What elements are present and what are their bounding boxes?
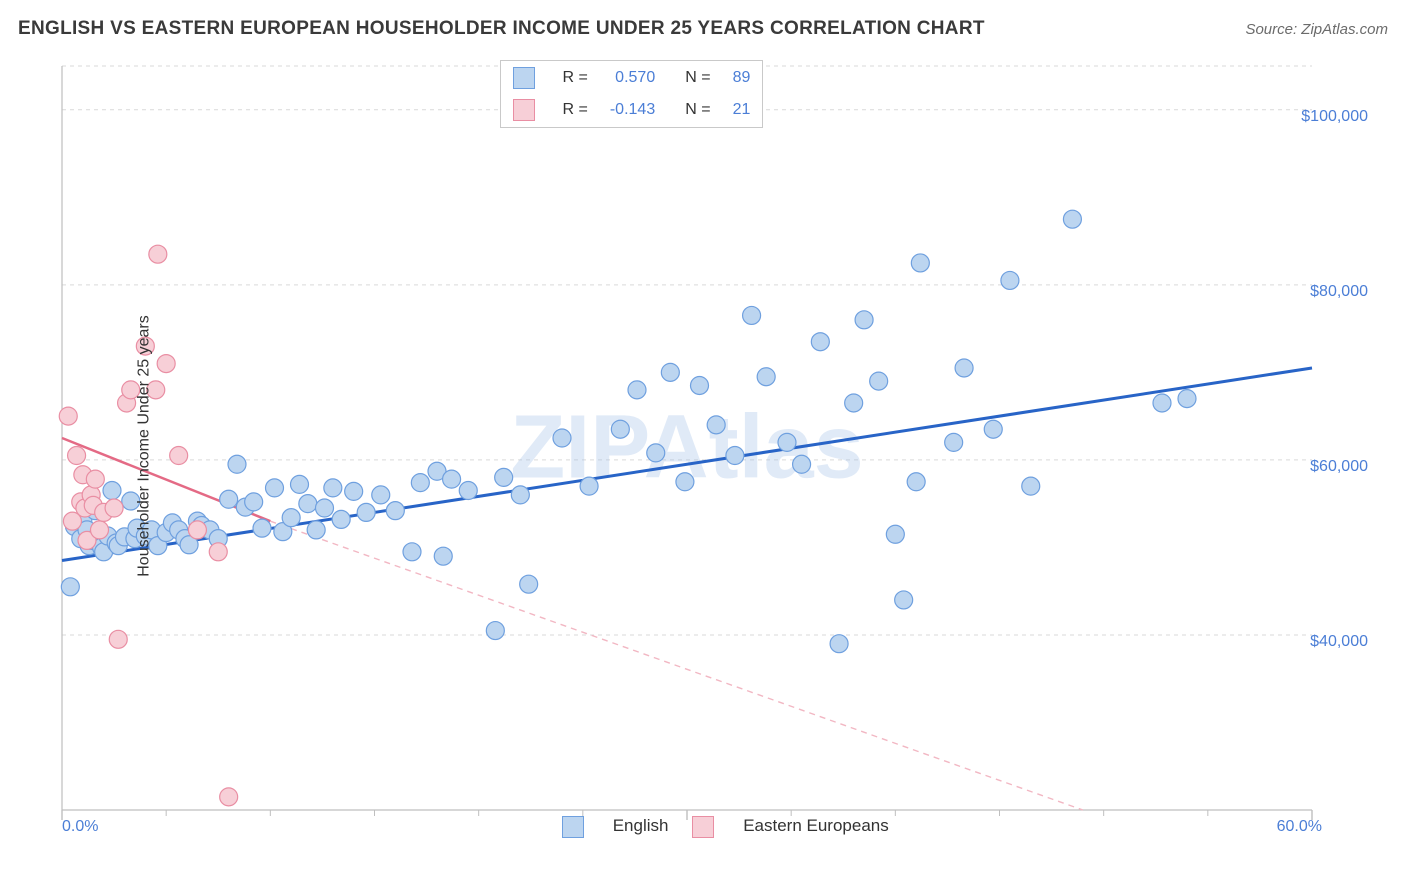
legend-swatch — [692, 816, 714, 838]
data-point — [793, 455, 811, 473]
data-point — [553, 429, 571, 447]
data-point — [870, 372, 888, 390]
data-point — [459, 482, 477, 500]
data-point — [220, 490, 238, 508]
source-attribution: Source: ZipAtlas.com — [1245, 21, 1388, 38]
x-max-label: 60.0% — [1277, 818, 1322, 836]
data-point — [228, 455, 246, 473]
data-point — [778, 433, 796, 451]
data-point — [91, 521, 109, 539]
data-point — [691, 376, 709, 394]
legend-item: Eastern Europeans — [692, 816, 888, 835]
data-point — [443, 470, 461, 488]
data-point — [1022, 477, 1040, 495]
data-point — [811, 333, 829, 351]
data-point — [316, 499, 334, 517]
correlation-legend: R =0.570 N =89 R =-0.143 N =21 — [500, 60, 764, 128]
data-point — [945, 433, 963, 451]
data-point — [845, 394, 863, 412]
data-point — [757, 368, 775, 386]
data-point — [188, 521, 206, 539]
data-point — [411, 474, 429, 492]
y-axis-label: Householder Income Under 25 years — [136, 315, 154, 576]
r-value: -0.143 — [600, 95, 665, 125]
data-point — [895, 591, 913, 609]
y-tick-label: $100,000 — [1301, 108, 1368, 126]
data-point — [511, 486, 529, 504]
legend-row: R =0.570 N =89 — [503, 63, 761, 93]
data-point — [299, 495, 317, 513]
data-point — [345, 482, 363, 500]
data-point — [332, 510, 350, 528]
data-point — [291, 475, 309, 493]
legend-item: English — [562, 816, 668, 835]
data-point — [743, 306, 761, 324]
data-point — [495, 468, 513, 486]
data-point — [580, 477, 598, 495]
data-point — [434, 547, 452, 565]
data-point — [984, 420, 1002, 438]
data-point — [59, 407, 77, 425]
r-value: 0.570 — [600, 63, 665, 93]
n-value: 89 — [723, 63, 761, 93]
data-point — [282, 509, 300, 527]
data-point — [357, 503, 375, 521]
data-point — [726, 447, 744, 465]
data-point — [1178, 390, 1196, 408]
data-point — [486, 622, 504, 640]
data-point — [886, 525, 904, 543]
x-min-label: 0.0% — [62, 818, 98, 836]
data-point — [220, 788, 238, 806]
data-point — [1001, 271, 1019, 289]
data-point — [647, 444, 665, 462]
data-point — [911, 254, 929, 272]
data-point — [707, 416, 725, 434]
data-point — [324, 479, 342, 497]
data-point — [1063, 210, 1081, 228]
data-point — [676, 473, 694, 491]
data-point — [1153, 394, 1171, 412]
data-point — [103, 482, 121, 500]
data-point — [61, 578, 79, 596]
legend-swatch — [513, 67, 535, 89]
data-point — [955, 359, 973, 377]
data-point — [661, 363, 679, 381]
data-point — [86, 470, 104, 488]
series-legend: English Eastern Europeans — [562, 816, 913, 838]
data-point — [157, 355, 175, 373]
legend-swatch — [513, 99, 535, 121]
chart-title: ENGLISH VS EASTERN EUROPEAN HOUSEHOLDER … — [18, 18, 985, 40]
data-point — [907, 473, 925, 491]
data-point — [209, 543, 227, 561]
legend-swatch — [562, 816, 584, 838]
data-point — [245, 493, 263, 511]
data-point — [68, 447, 86, 465]
data-point — [253, 519, 271, 537]
y-tick-label: $60,000 — [1310, 458, 1368, 476]
data-point — [149, 245, 167, 263]
data-point — [372, 486, 390, 504]
n-value: 21 — [723, 95, 761, 125]
legend-row: R =-0.143 N =21 — [503, 95, 761, 125]
y-tick-label: $40,000 — [1310, 633, 1368, 651]
scatter-plot: ZIPAtlas$40,000 $60,000 $80,000 $100,000 0.0… — [52, 58, 1372, 838]
data-point — [520, 575, 538, 593]
data-point — [105, 499, 123, 517]
data-point — [109, 630, 127, 648]
y-tick-label: $80,000 — [1310, 283, 1368, 301]
data-point — [170, 447, 188, 465]
data-point — [628, 381, 646, 399]
data-point — [266, 479, 284, 497]
data-point — [386, 502, 404, 520]
data-point — [855, 311, 873, 329]
data-point — [403, 543, 421, 561]
data-point — [830, 635, 848, 653]
data-point — [611, 420, 629, 438]
chart-header: ENGLISH VS EASTERN EUROPEAN HOUSEHOLDER … — [18, 18, 1388, 40]
trendline-ext-Eastern Europeans — [270, 521, 1083, 810]
plot-svg: ZIPAtlas — [52, 58, 1372, 838]
data-point — [307, 521, 325, 539]
